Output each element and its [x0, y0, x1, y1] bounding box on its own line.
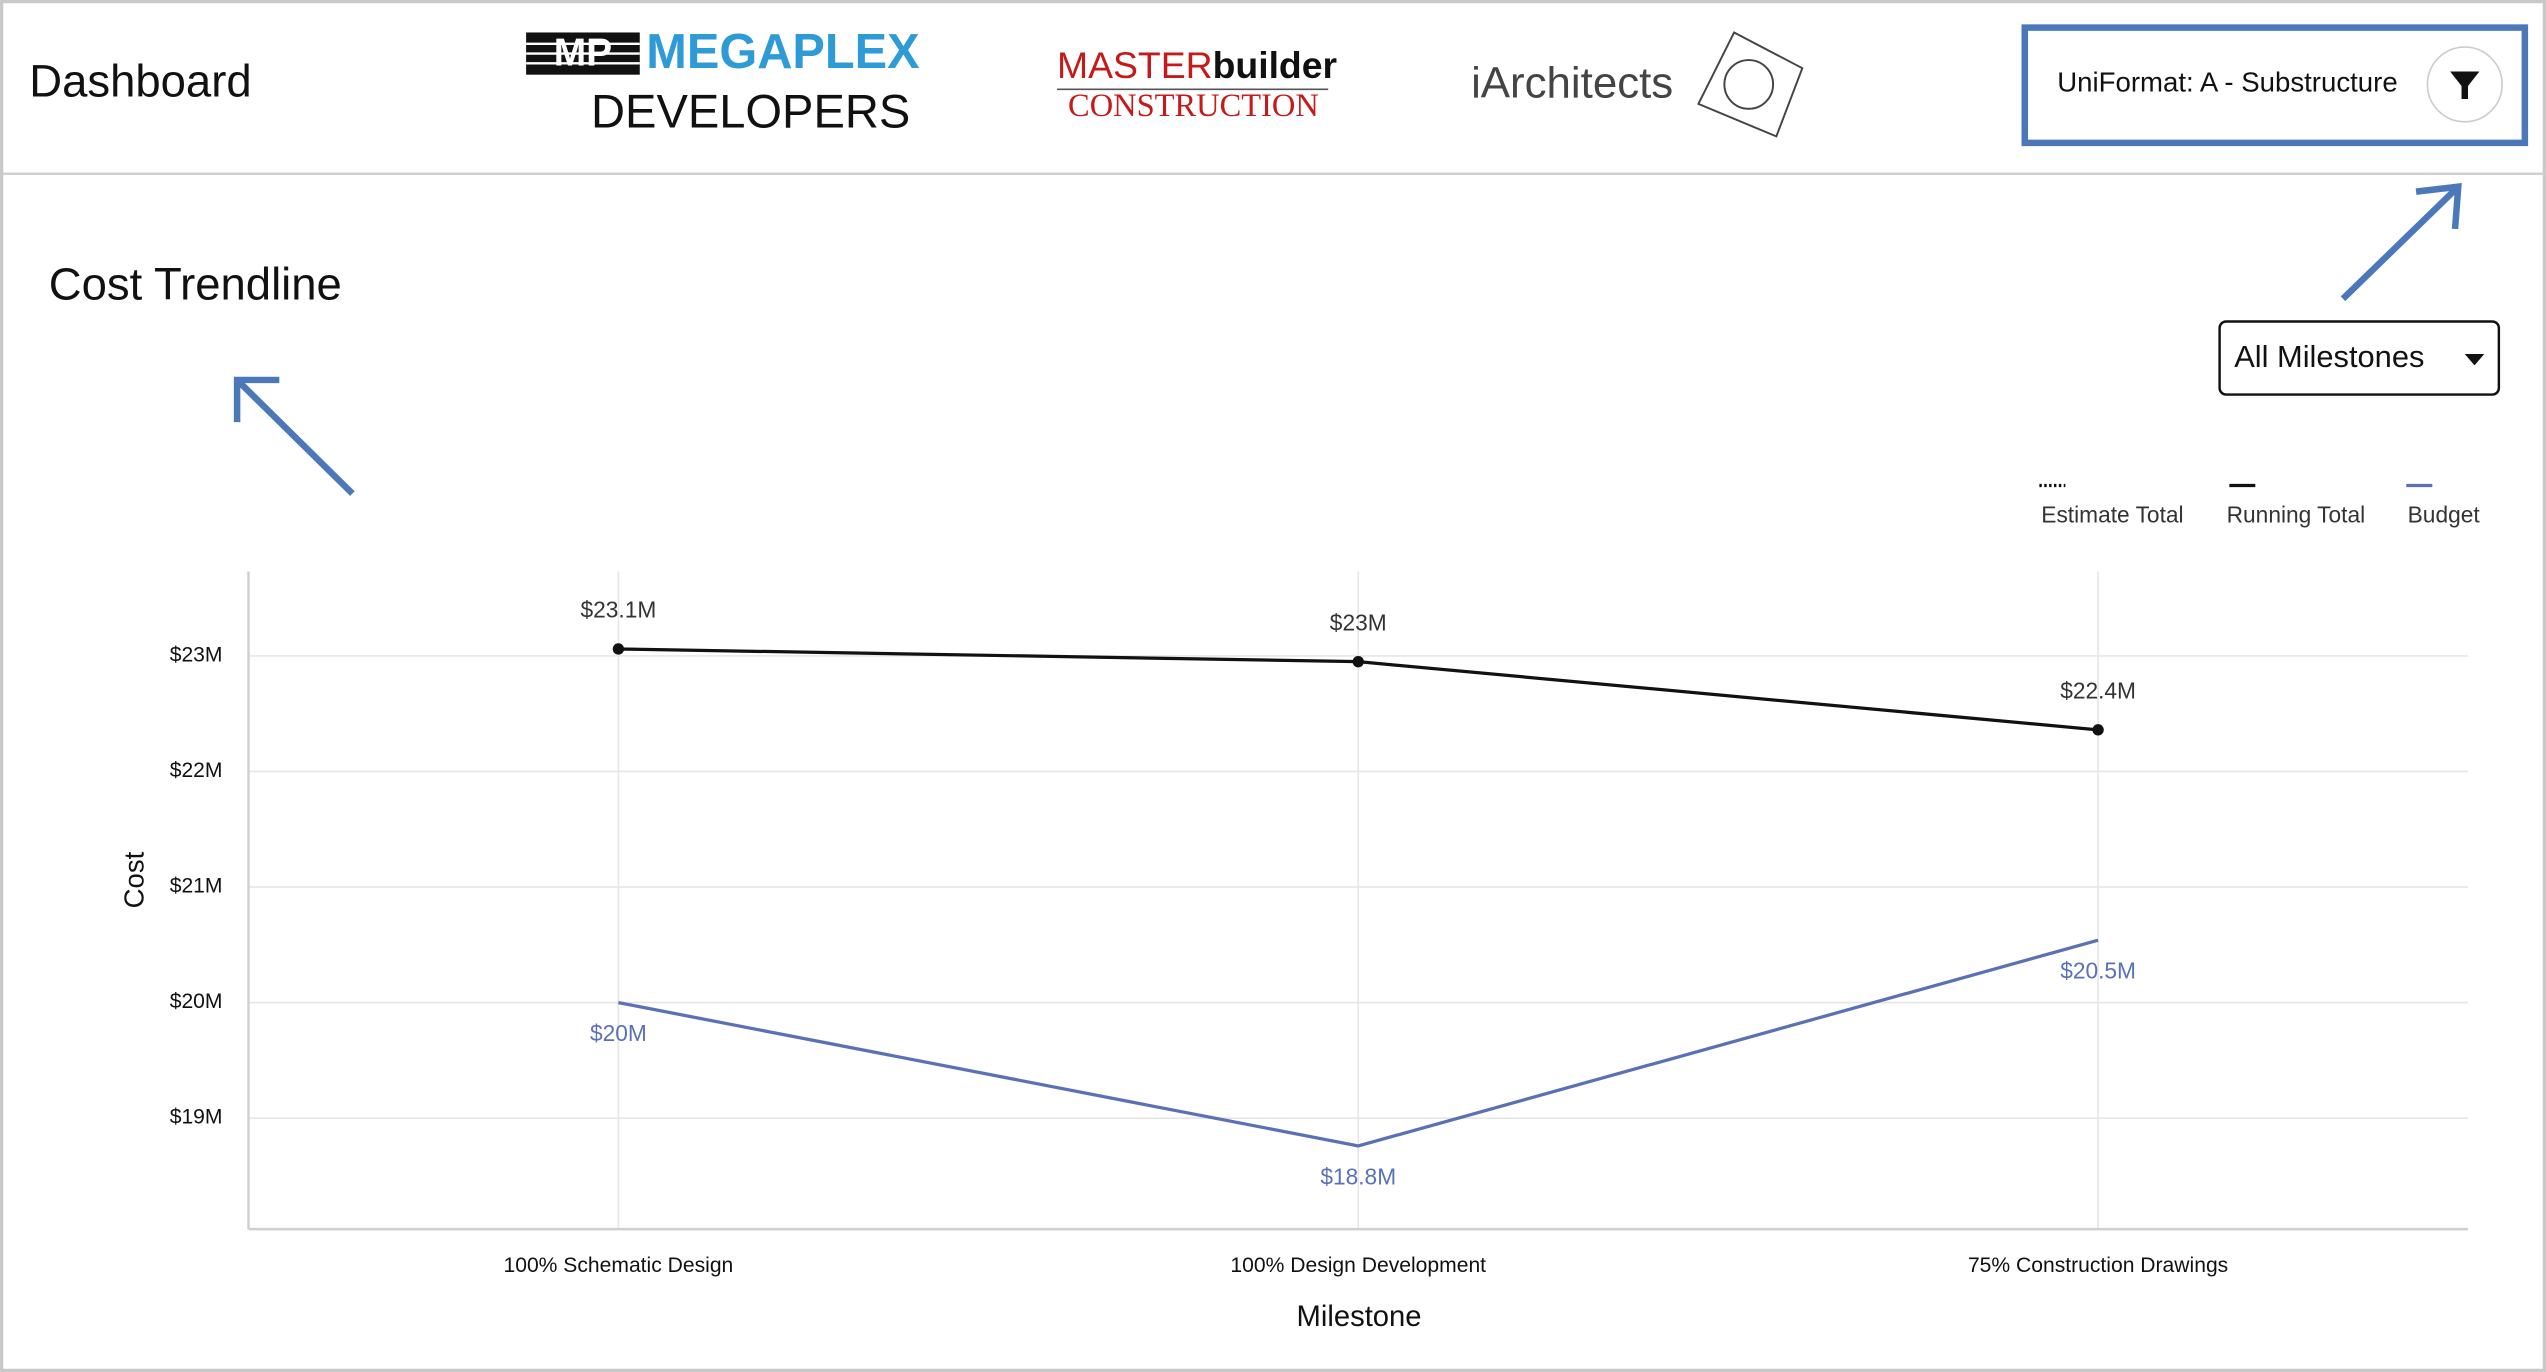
- series-line: [618, 938, 2099, 1148]
- iarchitects-logo: iArchitects: [1471, 31, 1804, 138]
- annotation-arrows: [233, 183, 2462, 496]
- value-label: $18.8M: [1320, 1163, 1396, 1189]
- logo-a: MASTER: [1057, 44, 1213, 86]
- value-label: $20M: [590, 1020, 647, 1046]
- x-tick-label: 100% Schematic Design: [503, 1254, 733, 1277]
- y-tick-label: $23M: [170, 643, 223, 666]
- filter-button[interactable]: [2426, 46, 2503, 123]
- y-tick-label: $22M: [170, 759, 223, 782]
- value-label: $20.5M: [2060, 958, 2136, 984]
- point: [612, 643, 625, 655]
- select-box[interactable]: [2218, 320, 2501, 396]
- y-axis-label: Cost: [119, 851, 150, 908]
- chart-title: Cost Trendline: [49, 258, 342, 309]
- value-label: $23M: [1330, 609, 1387, 635]
- legend-label: Running Total: [2227, 501, 2366, 527]
- select-caret: [2464, 353, 2485, 366]
- logo-shape: [1697, 31, 1804, 138]
- arrow: [233, 376, 355, 496]
- logo-sub: CONSTRUCTION: [1068, 88, 1319, 124]
- highlight-box: [2021, 24, 2529, 147]
- filter-label: UniFormat: A - Substructure: [2057, 67, 2397, 98]
- x-axis-label: Milestone: [1297, 1301, 1422, 1333]
- logo-sub: DEVELOPERS: [591, 85, 910, 138]
- select-label: All Milestones: [2234, 339, 2424, 374]
- x-tick-label: 75% Construction Drawings: [1968, 1254, 2228, 1277]
- value-label: $22.4M: [2060, 678, 2136, 704]
- logo-b: builder: [1213, 44, 1337, 86]
- logo-text: MASTERbuilder: [1057, 44, 1337, 86]
- masterbuilder-logo: MASTERbuilder CONSTRUCTION: [1057, 44, 1337, 124]
- arrow: [2340, 183, 2462, 302]
- legend-label: Estimate Total: [2041, 501, 2183, 527]
- point: [1352, 655, 1364, 668]
- logo-circle: [1723, 59, 1775, 110]
- y-tick-label: $20M: [170, 990, 223, 1013]
- value-label: $23.1M: [581, 597, 657, 623]
- milestone-select[interactable]: All Milestones: [2218, 320, 2501, 396]
- logo-mark: MP: [554, 32, 612, 75]
- logo-text: iArchitects: [1471, 59, 1673, 108]
- legend-label: Budget: [2408, 501, 2481, 527]
- filter-icon: [2450, 71, 2480, 100]
- point: [2092, 724, 2104, 736]
- plot: $19M $20M $21M $22M $23M 100% Schematic Desig…: [170, 483, 2481, 1277]
- y-tick-label: $21M: [170, 875, 223, 898]
- x-tick-label: 100% Design Development: [1230, 1254, 1486, 1277]
- logo-name: MEGAPLEX: [646, 25, 920, 79]
- page-title: Dashboard: [29, 55, 251, 106]
- megaplex-logo: MP MEGAPLEX DEVELOPERS: [526, 25, 920, 138]
- y-tick-label: $19M: [170, 1106, 223, 1129]
